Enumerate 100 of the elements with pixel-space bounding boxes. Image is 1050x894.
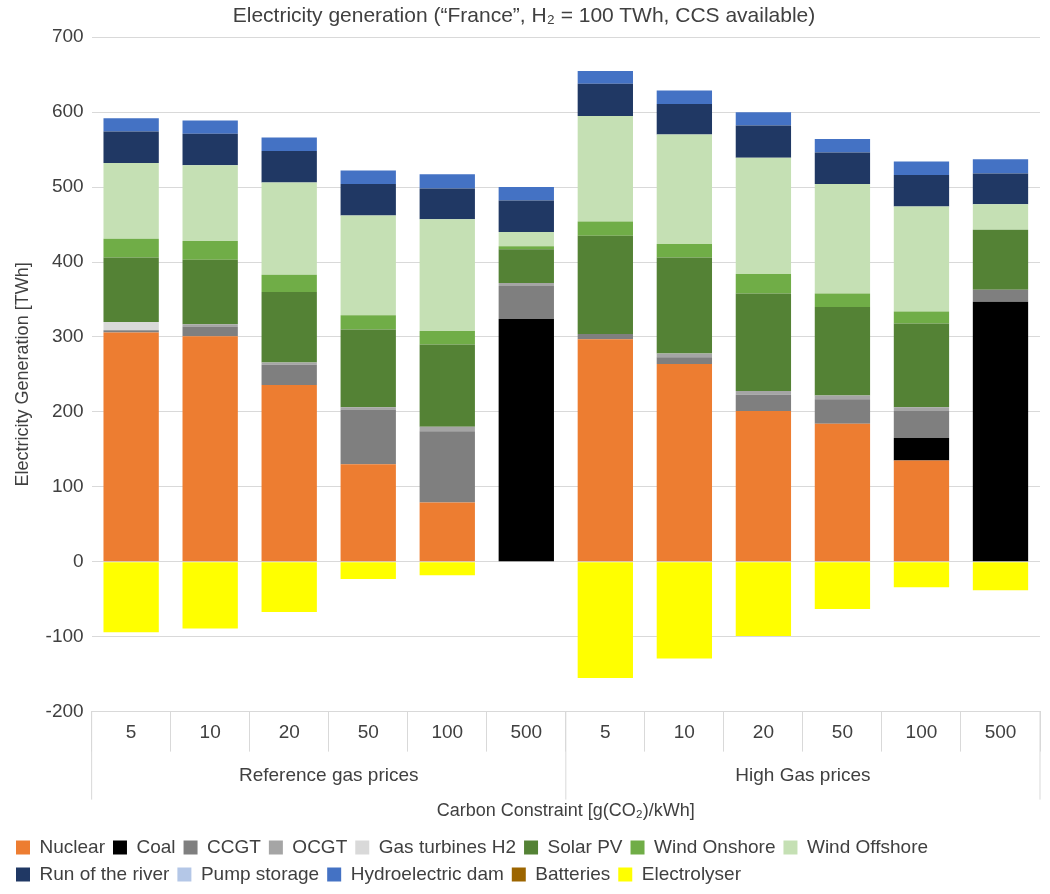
bar (182, 326, 238, 337)
legend-label: CCGT (207, 835, 262, 857)
bar (261, 364, 317, 385)
bar (103, 257, 159, 322)
x-tick-label: 5 (125, 721, 137, 743)
bar (419, 330, 475, 345)
bar (182, 241, 238, 260)
bar (419, 219, 475, 331)
bar (814, 306, 871, 396)
bar (656, 363, 713, 562)
x-tick-label: 100 (905, 721, 938, 743)
bar (340, 315, 396, 330)
bar (577, 83, 633, 116)
bar (103, 131, 159, 164)
bar (577, 339, 633, 562)
legend-label: Coal (136, 835, 176, 857)
bar (103, 330, 159, 333)
bar (103, 562, 159, 633)
bar (972, 289, 1029, 302)
bar (656, 103, 713, 135)
bar (656, 90, 713, 104)
bar (498, 232, 554, 247)
bar (656, 244, 713, 258)
x-tick-label: 50 (357, 721, 379, 743)
bar (735, 157, 792, 274)
bar (103, 118, 159, 132)
bar (498, 246, 554, 250)
bar (182, 336, 238, 562)
bar (103, 163, 159, 239)
bar (814, 152, 871, 185)
bar (735, 394, 792, 412)
bar (419, 174, 475, 189)
y-tick-label: 700 (51, 25, 84, 47)
bar (972, 159, 1029, 174)
bar (498, 282, 554, 286)
bar (893, 161, 950, 176)
bar (261, 274, 317, 292)
bar (577, 235, 633, 334)
bar (893, 206, 950, 312)
bar (577, 70, 633, 84)
x-tick-label: 50 (831, 721, 853, 743)
x-tick-label: 5 (600, 721, 611, 743)
legend-label: Run of the river (39, 862, 171, 884)
bar (340, 184, 396, 216)
y-tick-label: 400 (51, 250, 84, 272)
bar (182, 133, 238, 166)
x-tick-label: 20 (752, 721, 774, 743)
bar (419, 188, 475, 220)
bar (261, 384, 317, 562)
legend-label: Solar PV (547, 835, 623, 857)
bar (340, 407, 396, 410)
bar (735, 293, 792, 391)
bar (972, 173, 1029, 205)
bar (340, 329, 396, 408)
bar (656, 562, 713, 659)
bar (577, 333, 633, 340)
bar (656, 357, 713, 364)
bar (182, 562, 238, 629)
bar (261, 151, 317, 183)
y-tick-label: 100 (51, 475, 84, 497)
bar (893, 311, 950, 324)
bar (735, 112, 792, 126)
x-tick-label: 10 (199, 721, 221, 743)
bar (261, 182, 317, 275)
x-tick-label: 500 (510, 721, 543, 743)
bar (893, 175, 950, 207)
bar (893, 323, 950, 408)
y-tick-label: 200 (51, 400, 84, 422)
x-axis-title: Carbon Constraint [g(CO₂)/kWh] (436, 800, 695, 821)
bar (340, 215, 396, 316)
legend-label: Batteries (535, 862, 611, 884)
bar (893, 562, 950, 588)
text: High Gas prices (735, 763, 871, 785)
chart-title: Electricity generation (“France”, H₂ = 100 TWh, CCS available) (232, 3, 816, 27)
bar (340, 464, 396, 562)
y-tick-label: -100 (45, 624, 84, 646)
legend-label: Gas turbines H2 (378, 835, 517, 857)
bar (735, 390, 792, 395)
bar (814, 395, 871, 400)
bar (498, 200, 554, 233)
bar (972, 229, 1029, 290)
bar (893, 438, 950, 461)
legend-label: Electrolyser (641, 862, 742, 884)
bar (656, 353, 713, 358)
legend-label: OCGT (292, 835, 348, 857)
bar (814, 562, 871, 609)
bar (814, 184, 871, 294)
bar (972, 204, 1029, 230)
bar (814, 293, 871, 307)
bar (735, 562, 792, 636)
bar (498, 318, 554, 562)
text: Reference gas prices (238, 763, 419, 785)
bar (182, 165, 238, 242)
bar (814, 423, 871, 562)
bar (340, 562, 396, 579)
bar (419, 344, 475, 427)
y-axis-title: Electricity Generation [TWh] (11, 262, 32, 487)
legend-label: Wind Onshore (654, 835, 776, 857)
y-tick-label: 300 (51, 325, 84, 347)
bar (656, 257, 713, 354)
